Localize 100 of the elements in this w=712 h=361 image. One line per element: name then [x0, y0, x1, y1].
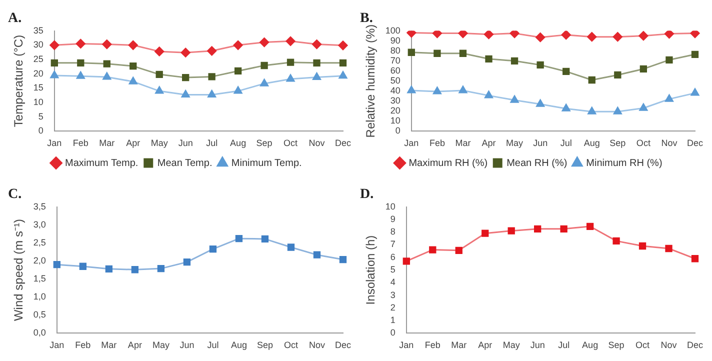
y-tick-label: 0: [390, 328, 396, 338]
point: [510, 30, 520, 38]
point: [402, 258, 410, 265]
point: [183, 258, 191, 266]
x-tick-label: Sep: [608, 340, 624, 350]
point: [154, 46, 164, 56]
y-tick-label: 35: [33, 25, 44, 36]
point: [312, 40, 322, 50]
point: [180, 48, 190, 58]
y-axis-title: Wind speed (m s⁻¹): [12, 218, 26, 322]
chart-title: C.: [8, 187, 22, 202]
y-axis-title: Temperature (°C): [12, 34, 26, 128]
point: [640, 65, 648, 73]
x-tick-label: Jun: [533, 138, 548, 148]
point: [484, 30, 494, 40]
y-tick-label: 20: [33, 68, 44, 78]
point: [560, 225, 568, 232]
y-tick-label: 0,5: [33, 310, 46, 320]
x-tick-label: Jul: [560, 138, 572, 148]
point: [432, 30, 442, 38]
point: [612, 32, 622, 42]
y-tick-label: 30: [390, 96, 400, 106]
y-tick-label: 90: [390, 35, 400, 46]
point: [209, 245, 217, 253]
x-tick-label: Apr: [128, 340, 142, 350]
point: [76, 71, 85, 79]
y-tick-label: 25: [33, 54, 44, 64]
x-tick-label: Feb: [72, 138, 88, 148]
point: [76, 38, 86, 48]
y-tick-label: 2: [390, 302, 396, 312]
point: [482, 230, 489, 237]
point: [207, 46, 217, 56]
point: [458, 86, 468, 94]
legend-label: Maximum RH (%): [408, 158, 488, 169]
x-tick-label: May: [502, 340, 520, 350]
x-tick-label: May: [150, 138, 168, 148]
point: [260, 78, 269, 86]
y-tick-label: 50: [390, 75, 400, 86]
y-tick-label: 1: [390, 315, 396, 326]
y-tick-label: 7: [390, 239, 396, 250]
y-tick-label: 2,0: [33, 255, 46, 266]
point: [313, 59, 320, 67]
point: [614, 71, 622, 79]
point: [510, 95, 519, 103]
y-tick-label: 3,0: [33, 219, 46, 230]
point: [77, 59, 84, 67]
y-tick-label: 70: [390, 55, 400, 66]
point: [666, 56, 673, 64]
x-tick-label: Sep: [610, 138, 626, 148]
y-tick-label: 6: [390, 252, 396, 262]
point: [613, 106, 622, 114]
x-tick-label: Jun: [180, 340, 194, 350]
x-tick-label: May: [506, 138, 524, 148]
point: [339, 59, 347, 67]
chart-title: A.: [8, 11, 22, 26]
point: [406, 30, 416, 38]
point: [155, 86, 164, 94]
point: [638, 242, 646, 250]
point: [208, 73, 216, 80]
y-tick-label: 20: [390, 106, 400, 116]
y-tick-label: 60: [390, 65, 400, 76]
point: [690, 30, 700, 38]
x-tick-label: Jul: [558, 340, 570, 350]
x-tick-label: Apr: [482, 138, 496, 148]
point: [261, 235, 269, 243]
x-tick-label: Sep: [256, 340, 273, 350]
y-tick-label: 0: [38, 126, 44, 136]
x-tick-label: Nov: [661, 138, 678, 148]
x-tick-label: Apr: [478, 340, 492, 350]
point: [128, 76, 138, 84]
x-tick-label: Feb: [75, 340, 91, 350]
point: [408, 48, 415, 56]
x-tick-label: Jan: [404, 138, 419, 148]
x-tick-label: Aug: [230, 340, 247, 350]
x-tick-label: Jul: [207, 340, 219, 350]
point: [638, 31, 648, 41]
y-tick-label: 1,5: [33, 274, 46, 284]
x-tick-label: Aug: [230, 138, 246, 148]
x-tick-label: Oct: [284, 138, 298, 148]
point: [485, 55, 492, 62]
x-tick-label: Oct: [636, 138, 651, 148]
point: [536, 61, 544, 69]
point: [181, 90, 190, 98]
x-tick-label: Nov: [308, 138, 326, 148]
point: [434, 50, 441, 57]
point: [235, 235, 243, 242]
chart-title: B.: [360, 11, 373, 26]
y-tick-label: 9: [390, 214, 396, 224]
legend-label: Maximum Temp.: [65, 158, 138, 169]
point: [664, 30, 674, 39]
y-tick-label: 1,0: [33, 292, 46, 302]
x-tick-label: Oct: [284, 340, 298, 350]
point: [260, 38, 270, 48]
x-tick-label: Nov: [308, 340, 326, 350]
point: [286, 58, 294, 66]
legend-label: Mean Temp.: [157, 158, 212, 169]
y-tick-label: 5: [390, 264, 396, 274]
y-tick-label: 0: [395, 126, 400, 136]
point: [639, 103, 648, 111]
point: [586, 222, 594, 230]
